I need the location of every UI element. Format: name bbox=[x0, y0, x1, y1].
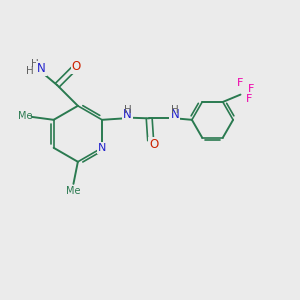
Text: H: H bbox=[31, 59, 38, 69]
Text: N: N bbox=[123, 108, 132, 121]
Text: H: H bbox=[26, 67, 34, 76]
Text: O: O bbox=[149, 138, 158, 151]
Text: Me: Me bbox=[18, 111, 32, 121]
Text: F: F bbox=[248, 84, 254, 94]
Text: Me: Me bbox=[66, 186, 81, 196]
Text: H: H bbox=[171, 104, 179, 115]
Text: F: F bbox=[237, 78, 244, 88]
Text: N: N bbox=[170, 108, 179, 121]
Text: N: N bbox=[37, 62, 46, 75]
Text: F: F bbox=[246, 94, 253, 104]
Text: O: O bbox=[72, 60, 81, 73]
Text: H: H bbox=[124, 104, 132, 115]
Text: N: N bbox=[98, 143, 106, 153]
